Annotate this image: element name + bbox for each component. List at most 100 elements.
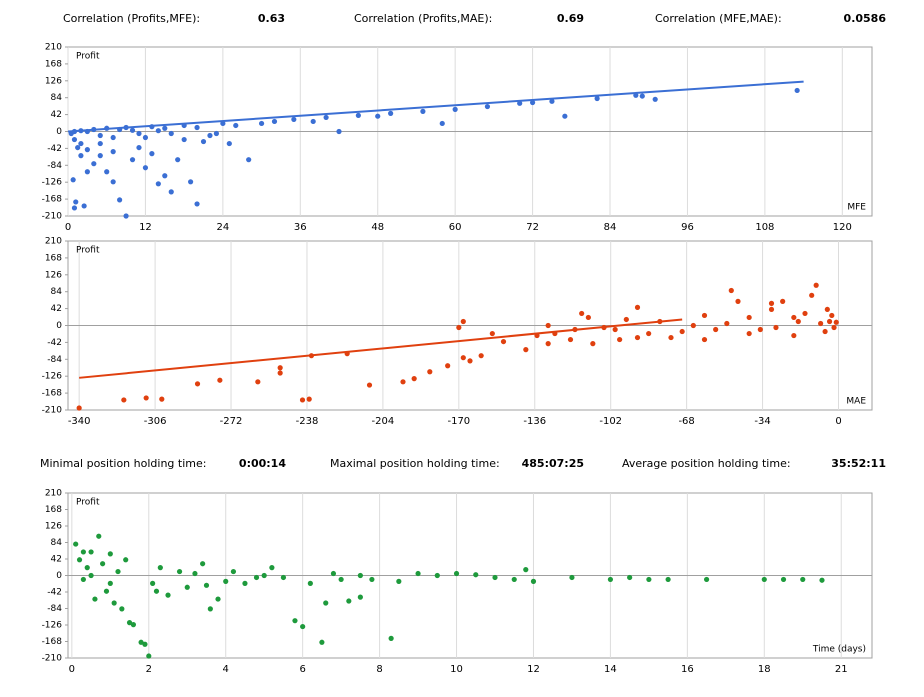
point — [138, 639, 144, 645]
point — [71, 205, 78, 211]
point — [84, 169, 90, 175]
point — [277, 365, 283, 371]
x-tick-label: 2 — [146, 664, 152, 675]
y-tick-label: -84 — [47, 604, 62, 614]
stat-label: Maximal position holding time: — [330, 457, 500, 470]
y-tick-label: -42 — [47, 144, 62, 154]
point — [223, 578, 229, 584]
point — [307, 580, 313, 586]
point — [115, 568, 121, 575]
y-tick-label: 210 — [45, 237, 62, 247]
point — [735, 298, 741, 304]
point — [478, 353, 484, 359]
x-tick-label: 0 — [69, 664, 75, 675]
point — [701, 336, 708, 343]
point — [646, 576, 652, 583]
y-tick-label: 0 — [56, 321, 62, 331]
point — [607, 576, 614, 583]
y-tick-label: -210 — [42, 406, 63, 416]
point — [162, 125, 168, 131]
y-tick-label: 84 — [51, 287, 63, 297]
point — [460, 355, 466, 361]
x-tick-label: -102 — [599, 416, 622, 427]
y-tick-label: 210 — [45, 43, 62, 53]
point — [800, 576, 806, 583]
point — [200, 561, 206, 567]
point — [453, 570, 460, 577]
y-tick-label: -84 — [47, 161, 62, 171]
point — [153, 588, 160, 594]
x-axis-label: MFE — [847, 203, 866, 213]
point — [136, 130, 142, 137]
point — [639, 93, 645, 99]
point — [366, 382, 373, 388]
point — [728, 287, 734, 294]
x-tick-label: 84 — [604, 222, 617, 233]
x-tick-label: 72 — [526, 222, 539, 233]
x-tick-label: 21 — [835, 664, 848, 675]
y-tick-label: -126 — [42, 178, 63, 188]
point — [585, 314, 591, 321]
point — [233, 122, 239, 129]
point — [724, 320, 730, 327]
y-tick-label: 168 — [45, 59, 62, 69]
point — [111, 600, 117, 606]
point — [184, 584, 190, 590]
point — [439, 120, 445, 127]
y-tick-label: 126 — [45, 270, 62, 280]
point — [819, 577, 825, 583]
point — [822, 328, 828, 335]
point — [76, 405, 82, 411]
point — [255, 379, 261, 385]
point — [213, 130, 220, 137]
point — [492, 574, 498, 581]
point — [310, 118, 316, 125]
point — [91, 161, 97, 167]
trend-line — [67, 80, 804, 133]
point — [703, 576, 710, 583]
stat-value: 35:52:11 — [831, 457, 886, 470]
y-tick-label: -210 — [42, 212, 63, 222]
point — [78, 153, 84, 159]
y-tick-label: 126 — [45, 76, 62, 86]
point — [795, 318, 801, 325]
point — [80, 576, 86, 583]
point — [489, 330, 495, 337]
point — [155, 181, 161, 187]
point — [768, 306, 775, 313]
point — [280, 574, 287, 581]
point — [207, 606, 213, 612]
point — [146, 653, 152, 659]
point — [355, 112, 361, 119]
point — [269, 565, 275, 571]
x-tick-label: -34 — [754, 416, 770, 427]
x-tick-label: 4 — [223, 664, 229, 675]
point — [81, 203, 87, 209]
point — [97, 140, 103, 147]
point — [258, 120, 265, 127]
x-tick-label: 12 — [527, 664, 540, 675]
point — [194, 201, 200, 207]
point — [336, 128, 342, 135]
stat-value: 0.0586 — [844, 12, 887, 25]
point — [467, 358, 473, 364]
point — [757, 326, 763, 333]
point — [121, 397, 127, 403]
point — [129, 157, 136, 163]
point — [818, 320, 824, 327]
point — [96, 533, 102, 539]
point — [215, 596, 221, 602]
point — [70, 177, 76, 183]
point — [136, 144, 142, 151]
point — [323, 114, 329, 121]
y-tick-label: -42 — [47, 338, 62, 348]
y-tick-label: 84 — [51, 538, 63, 548]
point — [529, 99, 536, 106]
x-axis-label: Time (days) — [812, 645, 866, 655]
point — [627, 574, 633, 581]
point — [194, 124, 200, 131]
point — [523, 567, 529, 573]
x-tick-label: 0 — [65, 222, 71, 233]
stat-label: Minimal position holding time: — [40, 457, 206, 470]
